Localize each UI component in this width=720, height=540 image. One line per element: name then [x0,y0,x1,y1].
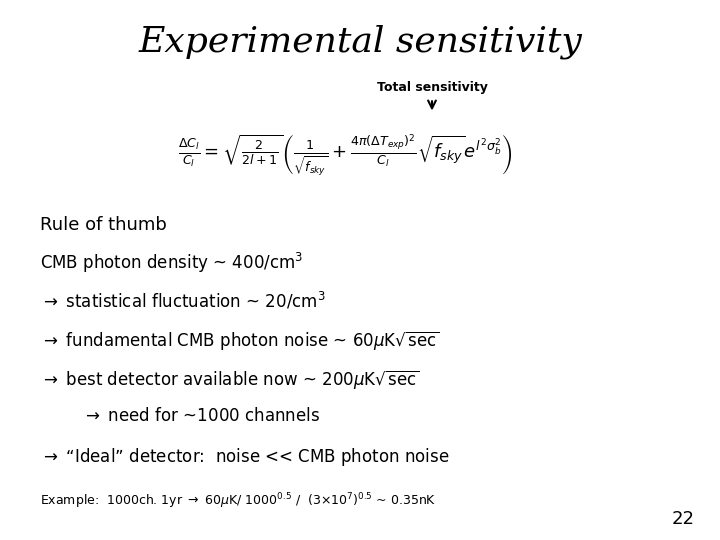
Text: $\rightarrow$ best detector available now ~ 200$\mu$K$\sqrt{\mathrm{sec}}$: $\rightarrow$ best detector available no… [40,368,419,391]
Text: CMB photon density ~ 400/cm$^3$: CMB photon density ~ 400/cm$^3$ [40,251,303,275]
Text: Example:  1000ch. 1yr $\rightarrow$ 60$\mu$K/ 1000$^{0.5}$ /  (3$\times$10$^7$)$: Example: 1000ch. 1yr $\rightarrow$ 60$\m… [40,491,436,511]
Text: $\rightarrow$ need for ~1000 channels: $\rightarrow$ need for ~1000 channels [40,407,320,424]
Text: $\rightarrow$ statistical fluctuation ~ 20/cm$^3$: $\rightarrow$ statistical fluctuation ~ … [40,290,325,311]
Text: Experimental sensitivity: Experimental sensitivity [138,24,582,59]
Text: $\rightarrow$ fundamental CMB photon noise ~ 60$\mu$K$\sqrt{\mathrm{sec}}$: $\rightarrow$ fundamental CMB photon noi… [40,329,439,352]
Text: $\rightarrow$ “Ideal” detector:  noise << CMB photon noise: $\rightarrow$ “Ideal” detector: noise <<… [40,446,449,468]
Text: $\frac{\Delta C_l}{C_l} = \sqrt{\frac{2}{2l+1}} \left( \frac{1}{\sqrt{f_{sky}}} : $\frac{\Delta C_l}{C_l} = \sqrt{\frac{2}… [179,132,513,178]
Text: Total sensitivity: Total sensitivity [377,82,487,94]
Text: 22: 22 [672,510,695,528]
Text: Rule of thumb: Rule of thumb [40,216,166,234]
